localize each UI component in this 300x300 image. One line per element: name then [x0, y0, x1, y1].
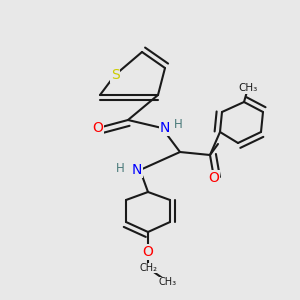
- Text: CH₃: CH₃: [159, 277, 177, 287]
- Text: CH₃: CH₃: [238, 83, 258, 93]
- Text: H: H: [174, 118, 183, 131]
- Text: O: O: [142, 245, 153, 259]
- Text: O: O: [208, 171, 219, 185]
- Text: N: N: [160, 121, 170, 135]
- Text: N: N: [132, 163, 142, 177]
- Text: S: S: [111, 68, 119, 82]
- Text: CH₂: CH₂: [139, 263, 157, 273]
- Text: H: H: [116, 162, 125, 175]
- Text: O: O: [93, 121, 104, 135]
